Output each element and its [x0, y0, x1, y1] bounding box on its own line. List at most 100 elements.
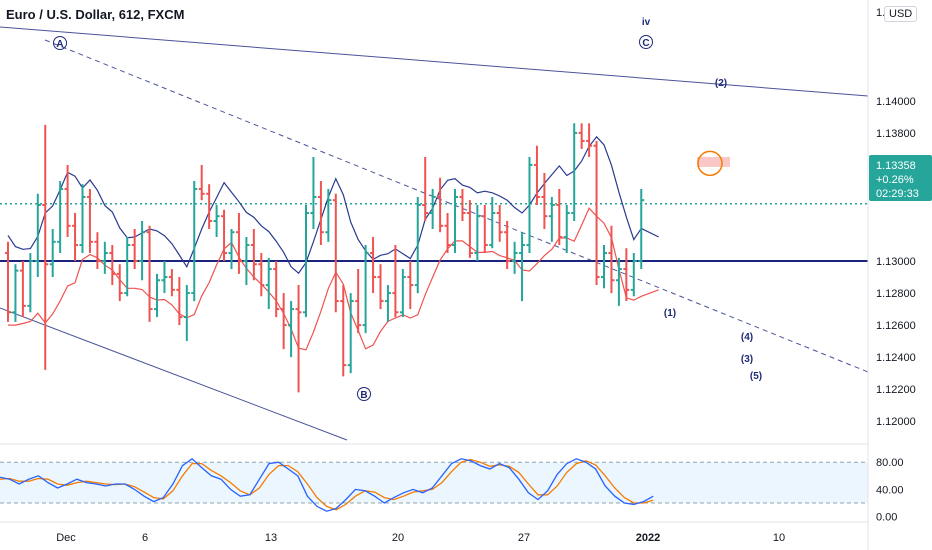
ohlc-bar — [146, 225, 153, 322]
ohlc-bar — [295, 285, 302, 393]
ohlc-bar — [49, 229, 56, 278]
ohlc-bar — [258, 253, 265, 297]
x-tick-label: Dec — [56, 532, 76, 544]
stoch-y-tick-label: 80.00 — [876, 457, 904, 469]
ohlc-bar — [124, 237, 131, 297]
y-tick-label: 1.12800 — [876, 288, 916, 300]
ohlc-bar — [228, 229, 235, 270]
ohlc-bar — [466, 200, 473, 258]
y-tick-label: 1.13000 — [876, 256, 916, 268]
price-tag-bg — [869, 155, 932, 201]
wave-label-circle — [639, 35, 653, 49]
ohlc-bar — [407, 261, 414, 310]
ohlc-bar — [526, 156, 533, 254]
ohlc-bar — [541, 172, 548, 230]
ohlc-bar — [34, 193, 41, 278]
x-tick-label: 13 — [265, 532, 277, 544]
price-tag-change: +0.26% — [876, 174, 914, 186]
ohlc-bar — [489, 196, 496, 249]
wave-label: B — [360, 390, 367, 401]
y-tick-label: 1.12400 — [876, 352, 916, 364]
wave-label: A — [56, 39, 63, 50]
ohlc-bar — [429, 188, 436, 230]
stoch-y-tick-label: 40.00 — [876, 484, 904, 496]
wave-label: (2) — [715, 78, 727, 89]
target-zone — [697, 156, 730, 167]
ohlc-bar — [27, 253, 34, 313]
ohlc-bar — [79, 184, 86, 254]
stoch-k-line — [0, 457, 654, 512]
stoch-y-tick-label: 0.00 — [876, 512, 897, 524]
ohlc-bar — [176, 277, 183, 326]
price-tag: 1.13358 +0.26% 02:29:33 — [869, 155, 932, 201]
ohlc-bar — [362, 245, 369, 334]
ohlc-bar — [370, 237, 377, 294]
ohlc-bar — [303, 204, 309, 318]
ohlc-bar — [414, 196, 421, 294]
wave-label: (4) — [741, 332, 753, 343]
ohlc-bar — [310, 156, 317, 230]
ohlc-bar — [131, 229, 138, 270]
ohlc-bar — [221, 209, 228, 262]
ohlc-bar — [273, 261, 280, 318]
ohlc-bar — [332, 193, 339, 313]
chart-title: Euro / U.S. Dollar, 612, FXCM — [6, 7, 185, 22]
ohlc-bar — [86, 188, 93, 254]
ohlc-bar — [288, 301, 295, 358]
wave-label: (3) — [741, 354, 753, 365]
upper-channel-line — [0, 26, 869, 97]
ohlc-bar — [392, 245, 399, 318]
currency-button[interactable]: USD — [884, 6, 918, 22]
ohlc-bar — [578, 123, 585, 149]
ohlc-bar — [586, 123, 593, 157]
ohlc-bar — [340, 285, 347, 377]
ohlc-bar — [12, 264, 19, 322]
ohlc-bar — [608, 225, 615, 294]
ohlc-bar — [154, 273, 160, 318]
ohlc-bar — [444, 212, 451, 254]
y-tick-label: 1.14000 — [876, 96, 916, 108]
wave-label: iv — [642, 17, 651, 28]
ohlc-bar — [638, 188, 645, 270]
ohlc-bar — [437, 177, 444, 233]
y-tick-label: 1.12000 — [876, 416, 916, 428]
stoch-band — [0, 462, 868, 503]
ohlc-bar — [206, 184, 213, 230]
ohlc-bar — [571, 123, 578, 221]
ohlc-bar — [191, 180, 198, 302]
wave-label-circle — [357, 387, 371, 401]
ohlc-bar — [139, 221, 146, 281]
ohlc-bar — [280, 293, 287, 350]
wave-label: (5) — [750, 371, 762, 382]
ohlc-bar — [64, 164, 71, 238]
ohlc-bar — [235, 212, 242, 274]
ohlc-bar — [168, 269, 175, 297]
ohlc-bar — [101, 241, 108, 274]
ohlc-bar — [615, 257, 622, 306]
ohlc-bar — [399, 269, 406, 318]
wave-label: (1) — [664, 308, 676, 319]
x-tick-label: 20 — [392, 532, 404, 544]
ohlc-bar — [556, 188, 563, 246]
ohlc-bar — [42, 124, 49, 370]
ohlc-bar — [19, 261, 26, 318]
ohlc-bar — [161, 261, 168, 294]
ohlc-bar — [630, 253, 637, 297]
y-tick-label: 1.12200 — [876, 384, 916, 396]
ohlc-bar — [533, 145, 540, 205]
ohlc-bar — [72, 212, 79, 262]
ohlc-bar — [317, 180, 324, 246]
ohlc-bar — [109, 245, 116, 286]
x-tick-label: 2022 — [636, 532, 660, 544]
ohlc-bar — [198, 164, 205, 201]
ohlc-bar — [183, 285, 190, 342]
ohlc-bar — [548, 196, 555, 242]
x-tick-label: 10 — [773, 532, 785, 544]
x-tick-label: 27 — [518, 532, 530, 544]
ohlc-bar — [593, 140, 600, 286]
ohlc-bar — [347, 293, 354, 374]
ohlc-bar — [481, 204, 488, 254]
ohlc-bar — [474, 204, 481, 262]
ohlc-bar — [5, 241, 11, 322]
